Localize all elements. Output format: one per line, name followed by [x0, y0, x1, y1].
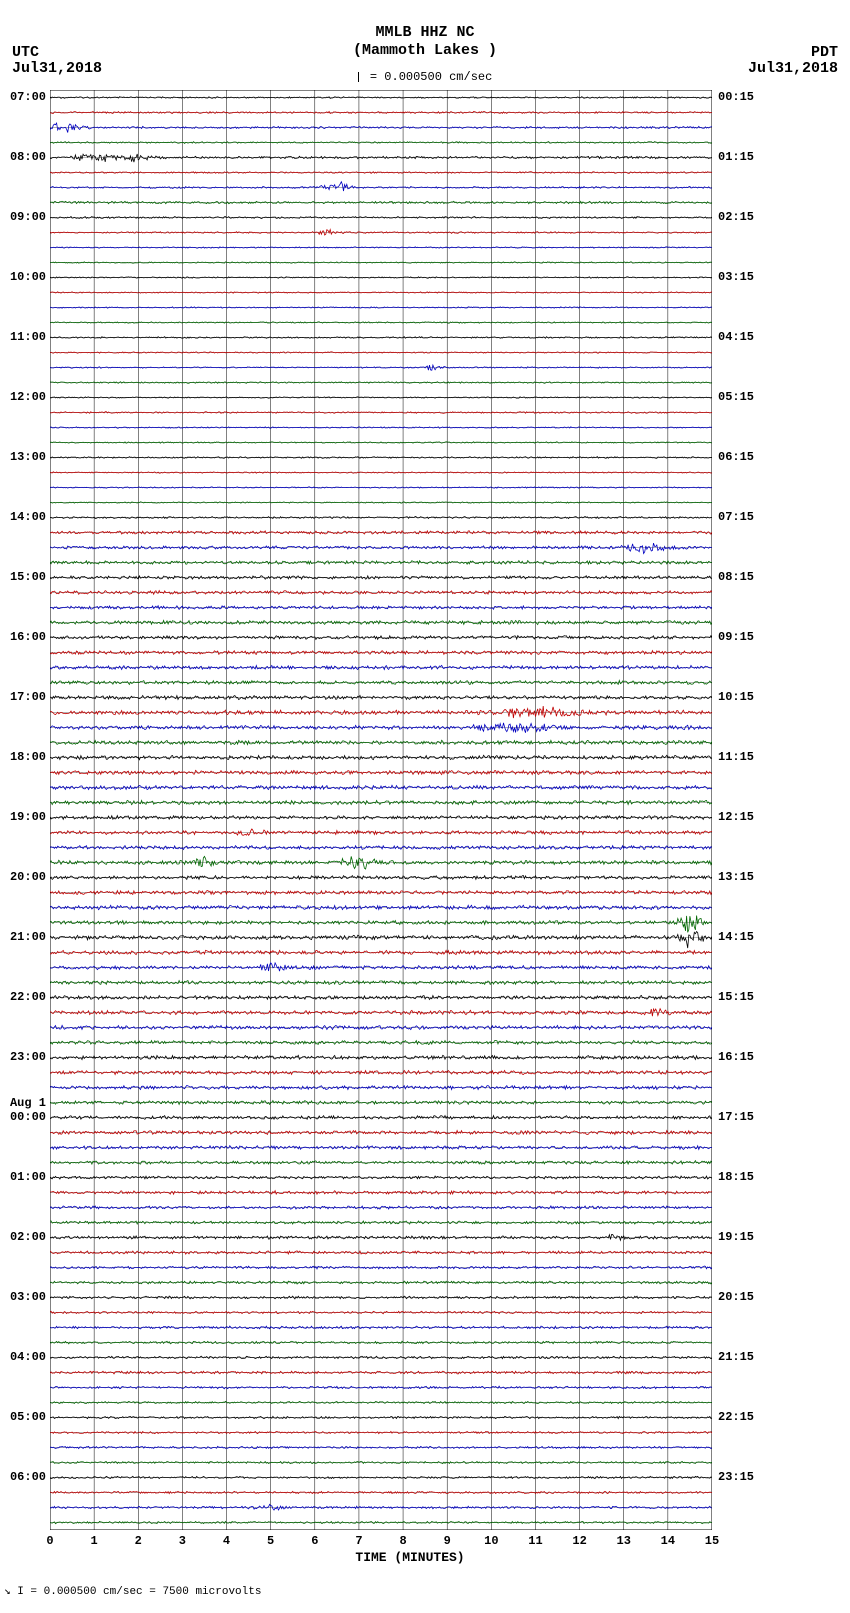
xtick-label: 12	[572, 1534, 586, 1548]
pdt-hour-label: 12:15	[718, 810, 778, 824]
station-line1: MMLB HHZ NC	[375, 24, 474, 41]
pdt-hour-label: 23:15	[718, 1470, 778, 1484]
xtick-label: 15	[705, 1534, 719, 1548]
scale-text: = 0.000500 cm/sec	[370, 70, 492, 84]
pdt-hour-label: 01:15	[718, 150, 778, 164]
xtick-label: 3	[179, 1534, 186, 1548]
seismogram-page: MMLB HHZ NC (Mammoth Lakes ) UTC Jul31,2…	[0, 0, 850, 1613]
utc-hour-label: 01:00	[0, 1170, 46, 1184]
pdt-hour-label: 08:15	[718, 570, 778, 584]
utc-hour-label: 12:00	[0, 390, 46, 404]
tz-left-label: UTC	[12, 44, 39, 61]
utc-hour-label: 02:00	[0, 1230, 46, 1244]
pdt-hour-label: 21:15	[718, 1350, 778, 1364]
utc-hour-label: 15:00	[0, 570, 46, 584]
pdt-hour-label: 16:15	[718, 1050, 778, 1064]
pdt-hour-label: 14:15	[718, 930, 778, 944]
utc-hour-label: 16:00	[0, 630, 46, 644]
xtick-label: 1	[91, 1534, 98, 1548]
station-title: MMLB HHZ NC (Mammoth Lakes )	[0, 24, 850, 60]
footer-text: ↘ I = 0.000500 cm/sec = 7500 microvolts	[4, 1584, 261, 1598]
utc-hour-label: 18:00	[0, 750, 46, 764]
xtick-label: 7	[355, 1534, 362, 1548]
tz-right-label: PDT	[811, 44, 838, 61]
xtick-label: 9	[444, 1534, 451, 1548]
utc-hour-label: 14:00	[0, 510, 46, 524]
pdt-hour-label: 18:15	[718, 1170, 778, 1184]
pdt-hour-label: 00:15	[718, 90, 778, 104]
pdt-hour-label: 13:15	[718, 870, 778, 884]
xtick-label: 6	[311, 1534, 318, 1548]
xtick-label: 5	[267, 1534, 274, 1548]
xtick-label: 2	[135, 1534, 142, 1548]
pdt-hour-label: 17:15	[718, 1110, 778, 1124]
helicorder-plot	[50, 90, 712, 1530]
left-date-prefix: Aug 1	[0, 1096, 46, 1110]
pdt-hour-label: 19:15	[718, 1230, 778, 1244]
utc-hour-label: 06:00	[0, 1470, 46, 1484]
utc-hour-label: 20:00	[0, 870, 46, 884]
pdt-hour-label: 05:15	[718, 390, 778, 404]
xtick-label: 14	[661, 1534, 675, 1548]
pdt-hour-label: 04:15	[718, 330, 778, 344]
utc-hour-label: 05:00	[0, 1410, 46, 1424]
pdt-hour-label: 06:15	[718, 450, 778, 464]
utc-hour-label: 08:00	[0, 150, 46, 164]
pdt-hour-label: 11:15	[718, 750, 778, 764]
utc-hour-label: 03:00	[0, 1290, 46, 1304]
xtick-label: 10	[484, 1534, 498, 1548]
utc-hour-label: 17:00	[0, 690, 46, 704]
utc-hour-label: 11:00	[0, 330, 46, 344]
xtick-label: 13	[617, 1534, 631, 1548]
scale-indicator: = 0.000500 cm/sec	[0, 70, 850, 84]
utc-hour-label: 00:00	[0, 1110, 46, 1124]
pdt-hour-label: 09:15	[718, 630, 778, 644]
utc-hour-label: 19:00	[0, 810, 46, 824]
station-line2: (Mammoth Lakes )	[353, 42, 497, 59]
utc-hour-label: 10:00	[0, 270, 46, 284]
utc-hour-label: 04:00	[0, 1350, 46, 1364]
pdt-hour-label: 15:15	[718, 990, 778, 1004]
pdt-hour-label: 02:15	[718, 210, 778, 224]
xtick-label: 8	[399, 1534, 406, 1548]
pdt-hour-label: 03:15	[718, 270, 778, 284]
xtick-label: 0	[46, 1534, 53, 1548]
pdt-hour-label: 10:15	[718, 690, 778, 704]
xtick-label: 11	[528, 1534, 542, 1548]
utc-hour-label: 07:00	[0, 90, 46, 104]
utc-hour-label: 23:00	[0, 1050, 46, 1064]
utc-hour-label: 21:00	[0, 930, 46, 944]
utc-hour-label: 09:00	[0, 210, 46, 224]
pdt-hour-label: 20:15	[718, 1290, 778, 1304]
utc-hour-label: 13:00	[0, 450, 46, 464]
xaxis-title: TIME (MINUTES)	[310, 1550, 510, 1565]
scale-bar-icon	[358, 72, 359, 82]
pdt-hour-label: 22:15	[718, 1410, 778, 1424]
utc-hour-label: 22:00	[0, 990, 46, 1004]
pdt-hour-label: 07:15	[718, 510, 778, 524]
xtick-label: 4	[223, 1534, 230, 1548]
helicorder-svg	[50, 90, 712, 1530]
